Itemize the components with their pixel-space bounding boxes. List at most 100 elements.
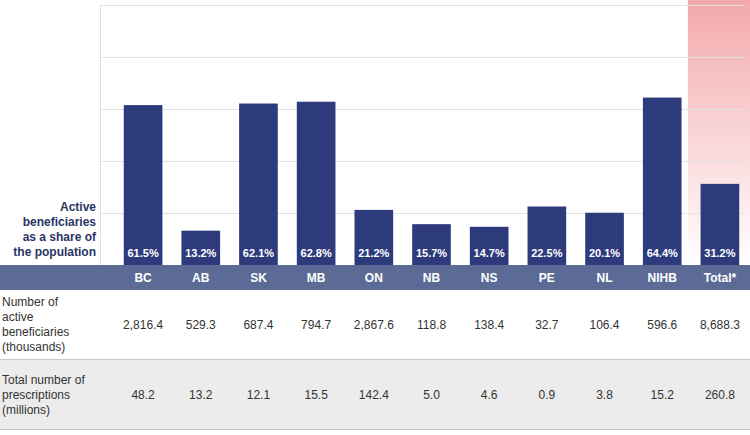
tick: Total* <box>704 265 737 285</box>
grid-line <box>100 5 745 6</box>
category-label: NIHB <box>648 271 678 285</box>
category-label: Total* <box>704 271 737 285</box>
table-row: Number ofactivebeneficiaries(thousands) 2… <box>0 290 750 360</box>
category-band <box>0 265 750 290</box>
table-cell: 32.7 <box>535 318 559 332</box>
table-cell: 529.3 <box>186 318 216 332</box>
text-line: the population <box>13 245 96 259</box>
data-label: 61.5% <box>127 247 158 259</box>
data-label: 62.1% <box>243 247 274 259</box>
text-line: beneficiaries <box>23 215 97 229</box>
table-cell: 12.1 <box>247 388 271 402</box>
tick: BC <box>134 265 152 285</box>
data-label: 14.7% <box>474 247 505 259</box>
row-background <box>0 360 750 429</box>
row-label: Total number ofprescriptions(millions) <box>2 373 85 417</box>
text-line: Active <box>60 200 96 214</box>
bar <box>124 105 163 265</box>
bars <box>124 98 739 265</box>
bar <box>181 231 220 265</box>
table-cell: 13.2 <box>189 388 213 402</box>
table-cell: 118.8 <box>417 318 446 332</box>
table-cell: 48.2 <box>131 388 155 402</box>
row-label: Number ofactivebeneficiaries(thousands) <box>2 295 69 354</box>
table-row: Total number ofprescriptions(millions) 48… <box>0 360 750 430</box>
category-label: NB <box>423 271 441 285</box>
category-label: SK <box>250 271 267 285</box>
tick <box>100 5 745 6</box>
data-label: 31.2% <box>704 247 735 259</box>
table-cell: 4.6 <box>481 388 498 402</box>
axis-line <box>119 265 746 266</box>
text-line: active <box>2 310 34 324</box>
category-label: PE <box>539 271 555 285</box>
tick <box>100 57 745 58</box>
table-cell: 2,816.4 <box>123 318 163 332</box>
bar <box>239 104 278 265</box>
bar <box>470 227 509 265</box>
category-label: BC <box>134 271 152 285</box>
tick: NB <box>423 265 441 285</box>
text-line: Number of <box>2 295 59 309</box>
table-cell: 15.5 <box>304 388 328 402</box>
table-cell: 5.0 <box>423 388 440 402</box>
category-label: MB <box>307 271 326 285</box>
data-label: 21.2% <box>358 247 389 259</box>
table-cell: 596.6 <box>647 318 677 332</box>
table-cell: 15.2 <box>651 388 675 402</box>
table-cell: 687.4 <box>243 318 273 332</box>
text-line: as a share of <box>23 230 97 244</box>
bar <box>354 210 393 265</box>
tick: SK <box>250 265 267 285</box>
tick: MB <box>307 265 326 285</box>
x-axis: BC AB SK MB ON NB NS PE NL NIHB Total* <box>119 265 746 285</box>
table-cell: 0.9 <box>539 388 556 402</box>
row-background <box>0 290 750 359</box>
category-label: AB <box>192 271 210 285</box>
table-cell: 138.4 <box>474 318 504 332</box>
axis-line <box>101 6 746 266</box>
tick: NL <box>597 265 613 285</box>
data-label: 62.8% <box>301 247 332 259</box>
bar <box>528 207 567 266</box>
bar <box>412 224 451 265</box>
category-label: NL <box>597 271 613 285</box>
text-line: (thousands) <box>2 340 65 354</box>
chart: 61.5%13.2%62.1%62.8%21.2%15.7%14.7%22.5%… <box>0 0 750 435</box>
data-labels: 61.5%13.2%62.1%62.8%21.2%15.7%14.7%22.5%… <box>127 247 735 259</box>
table-cell: 142.4 <box>359 388 389 402</box>
data-label: 64.4% <box>647 247 678 259</box>
text-line: Total number of <box>2 373 85 387</box>
grid-line <box>100 265 745 266</box>
data-label: 20.1% <box>589 247 620 259</box>
tick: PE <box>539 265 555 285</box>
text-line: prescriptions <box>2 388 70 402</box>
table-cell: 106.4 <box>590 318 620 332</box>
tick: NS <box>481 265 498 285</box>
category-label: ON <box>365 271 383 285</box>
category-label: NS <box>481 271 498 285</box>
tick <box>100 265 745 266</box>
y-axis <box>100 6 745 266</box>
table-cell: 260.8 <box>705 388 735 402</box>
highlight <box>688 0 750 265</box>
bar <box>643 98 682 265</box>
bar <box>701 184 740 265</box>
grid-line <box>100 57 745 58</box>
row-separator <box>0 359 750 360</box>
table-cell: 794.7 <box>301 318 331 332</box>
tick: ON <box>365 265 383 285</box>
bar <box>297 102 336 265</box>
text-line: (millions) <box>2 403 50 417</box>
table-cell: 8,688.3 <box>700 318 740 332</box>
tick: NIHB <box>648 265 678 285</box>
data-label: 13.2% <box>185 247 216 259</box>
table-cell: 2,867.6 <box>354 318 394 332</box>
bar <box>585 213 624 265</box>
data-label: 15.7% <box>416 247 447 259</box>
tick: AB <box>192 265 210 285</box>
table-cell: 3.8 <box>596 388 613 402</box>
text-line: beneficiaries <box>2 325 69 339</box>
y-label: Activebeneficiariesas a share ofthe popu… <box>13 200 97 259</box>
row-separator <box>0 429 750 430</box>
